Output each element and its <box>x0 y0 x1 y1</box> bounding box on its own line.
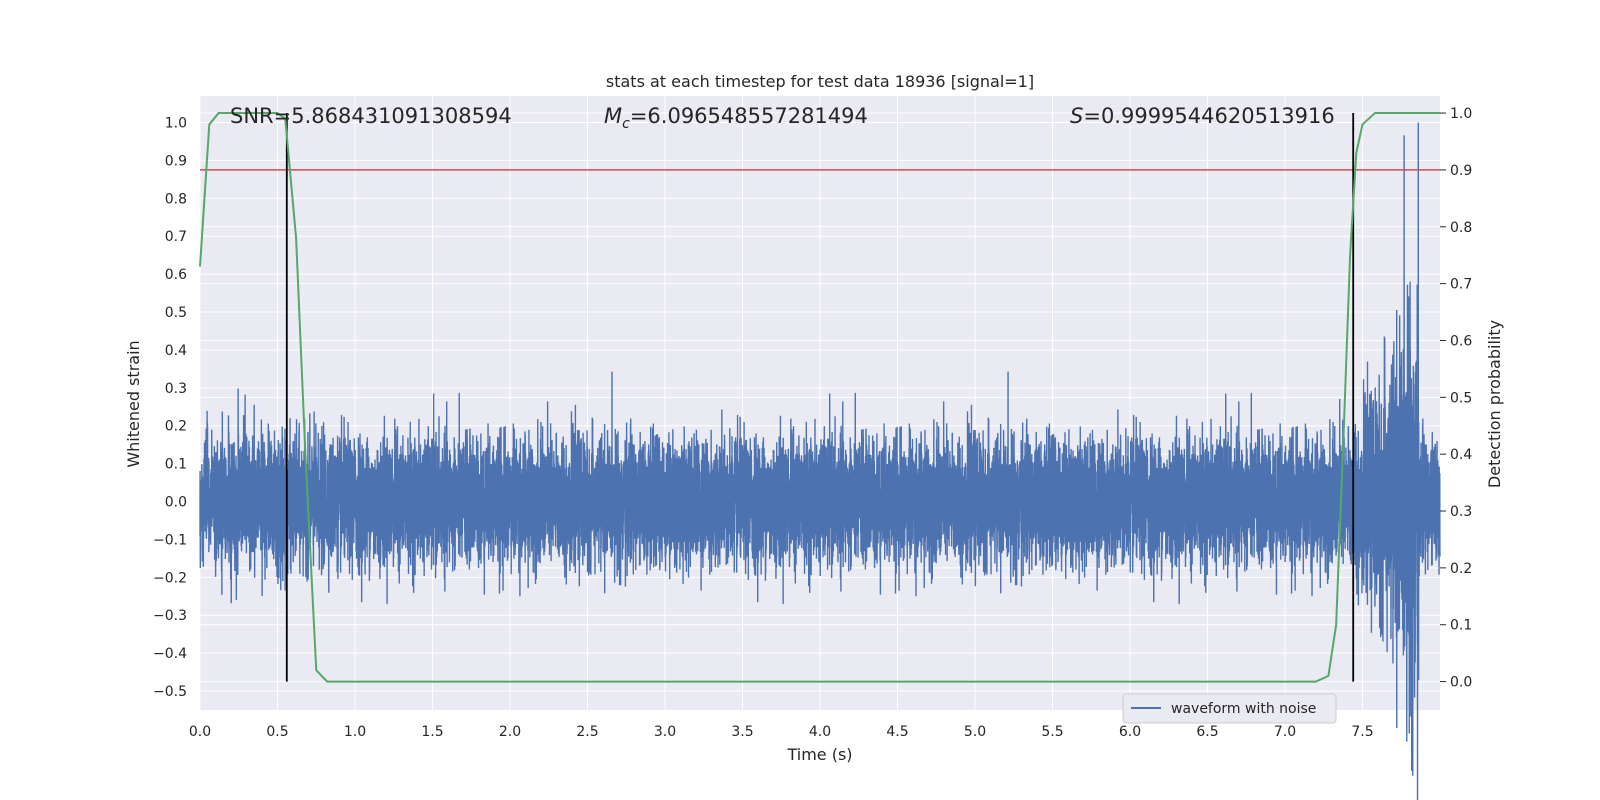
chirp-mass-annotation: Mc=6.096548557281494 <box>604 104 868 132</box>
grid <box>199 96 1440 710</box>
detection-probability-line <box>199 112 1440 683</box>
y-right-tick-label: 0.8 <box>1450 220 1472 236</box>
y-right-tick-label: 0.6 <box>1450 333 1472 349</box>
y-left-tick-label: 0.6 <box>165 267 187 283</box>
y-left-tick-label: −0.2 <box>153 570 187 586</box>
x-tick-label: 7.5 <box>1351 724 1373 740</box>
y-left-tick-label: −0.4 <box>153 646 187 662</box>
x-tick-label: 6.0 <box>1119 724 1141 740</box>
legend-box <box>1122 693 1337 724</box>
y-right-axis-label: Detection probability <box>1485 320 1504 488</box>
s-value: =0.9999544620513916 <box>1083 104 1334 128</box>
chart-title: stats at each timestep for test data 189… <box>606 72 1034 91</box>
y-right-tick-label: 0.2 <box>1450 561 1472 577</box>
y-left-axis-label: Whitened strain <box>124 340 143 467</box>
x-tick-label: 6.5 <box>1196 724 1218 740</box>
y-left-tick-label: 0.4 <box>165 343 187 359</box>
y-left-tick-label: −0.1 <box>153 532 187 548</box>
y-left-tick-label: 0.7 <box>165 229 187 245</box>
y-left-tick-label: 0.2 <box>165 419 187 435</box>
x-tick-labels: 0.0 0.5 1.0 1.5 2.0 2.5 3.0 3.5 4.0 4.5 5.0 5.5 6.0 6… <box>189 724 1374 740</box>
x-axis-label: Time (s) <box>786 745 852 764</box>
y-right-tick-label: 0.3 <box>1450 504 1472 520</box>
s-symbol: S <box>1070 104 1083 128</box>
mc-subscript: c <box>622 116 630 132</box>
y-right-tick-label: 0.5 <box>1450 390 1472 406</box>
y-left-tick-label: 0.8 <box>165 191 187 207</box>
mc-value: =6.096548557281494 <box>630 104 868 128</box>
y-left-tick-labels: 1.0 0.9 0.8 0.7 0.6 0.5 0.4 0.3 0.2 0.1 0.0 −0.1 −0.… <box>153 116 187 701</box>
y-left-tick-label: 0.1 <box>165 457 187 473</box>
y-right-tick-labels: 1.0 0.9 0.8 0.7 0.6 0.5 0.4 0.3 0.2 0.1 0.0 <box>1440 106 1472 691</box>
x-tick-label: 5.5 <box>1041 724 1063 740</box>
y-right-tick-label: 0.7 <box>1450 277 1472 293</box>
x-tick-label: 4.0 <box>809 724 831 740</box>
waveform-series <box>199 122 1441 800</box>
y-right-tick-label: 0.0 <box>1450 675 1472 691</box>
x-tick-label: 2.0 <box>499 724 521 740</box>
x-tick-label: 5.0 <box>964 724 986 740</box>
legend-label-waveform: waveform with noise <box>1171 701 1316 717</box>
probability-series <box>199 112 1440 683</box>
y-right-tick-label: 0.9 <box>1450 163 1472 179</box>
x-tick-label: 0.5 <box>266 724 288 740</box>
y-left-tick-label: 0.0 <box>165 495 187 511</box>
x-tick-label: 1.5 <box>421 724 443 740</box>
y-right-tick-label: 0.4 <box>1450 447 1472 463</box>
snr-annotation: SNR=5.868431091308594 <box>230 104 512 128</box>
y-left-tick-label: 0.9 <box>165 153 187 169</box>
x-tick-label: 3.5 <box>731 724 753 740</box>
x-tick-label: 2.5 <box>576 724 598 740</box>
y-right-tick-label: 1.0 <box>1450 106 1472 122</box>
y-left-tick-label: 1.0 <box>165 116 187 132</box>
x-tick-label: 7.0 <box>1274 724 1296 740</box>
y-left-tick-label: −0.5 <box>153 684 187 700</box>
x-tick-label: 3.0 <box>654 724 676 740</box>
mc-symbol: M <box>604 104 622 128</box>
x-tick-label: 0.0 <box>189 724 211 740</box>
x-tick-label: 1.0 <box>344 724 366 740</box>
legend: waveform with noise <box>1122 693 1337 724</box>
y-right-tick-label: 0.1 <box>1450 618 1472 634</box>
score-annotation: S=0.9999544620513916 <box>1070 104 1335 128</box>
x-tick-label: 4.5 <box>886 724 908 740</box>
y-left-tick-label: 0.5 <box>165 305 187 321</box>
y-left-tick-label: 0.3 <box>165 381 187 397</box>
y-left-tick-label: −0.3 <box>153 608 187 624</box>
waveform-line <box>199 122 1441 800</box>
